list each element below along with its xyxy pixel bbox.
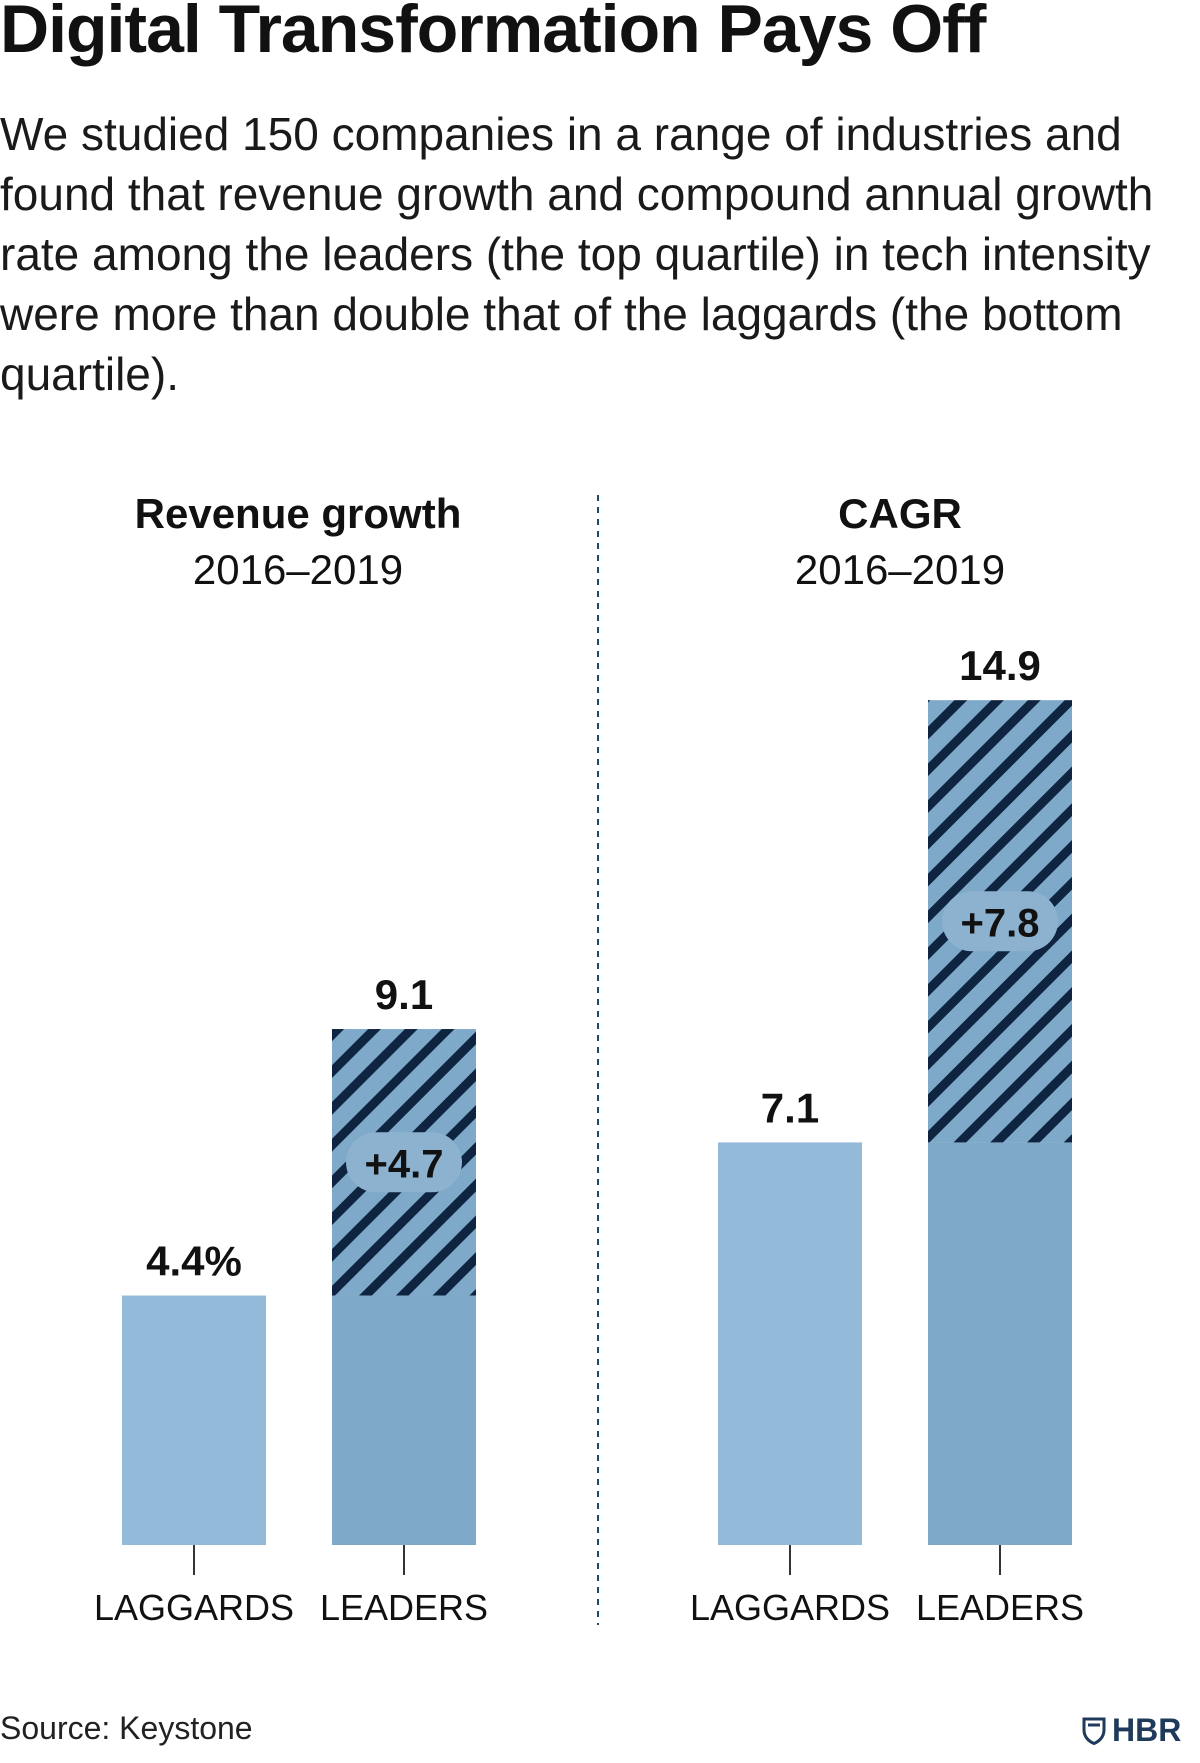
source-note: Source: Keystone bbox=[0, 1710, 253, 1746]
panel-1-category-label-laggards: LAGGARDS bbox=[94, 1587, 294, 1628]
panel-2-bar-laggards bbox=[718, 1142, 862, 1545]
panel-1-increment-pill bbox=[346, 1132, 462, 1193]
panel-2-subtitle: 2016–2019 bbox=[795, 546, 1005, 593]
page-subtitle: We studied 150 companies in a range of i… bbox=[0, 108, 1154, 400]
shield-icon bbox=[1082, 1717, 1106, 1745]
panel-1-increment-label: +4.7 bbox=[365, 1142, 444, 1186]
panel-2-value-label-leaders: 14.9 bbox=[959, 642, 1041, 689]
panel-2-category-label-laggards: LAGGARDS bbox=[690, 1587, 890, 1628]
panel-1-category-label-leaders: LEADERS bbox=[320, 1587, 488, 1628]
panel-1-subtitle: 2016–2019 bbox=[193, 546, 403, 593]
logo-text: HBR bbox=[1112, 1712, 1182, 1748]
panel-1-title: Revenue growth bbox=[135, 490, 462, 537]
panel-1-bar-laggards bbox=[122, 1295, 266, 1545]
panel-2-increment-label: +7.8 bbox=[961, 901, 1040, 945]
panel-1-value-label-leaders: 9.1 bbox=[375, 971, 433, 1018]
panel-2-value-label-laggards: 7.1 bbox=[761, 1084, 819, 1131]
page-title: Digital Transformation Pays Off bbox=[0, 0, 986, 67]
panel-1-bar-leaders-base bbox=[332, 1295, 476, 1545]
panel-2-title: CAGR bbox=[838, 490, 962, 537]
panel-2-increment-pill bbox=[942, 891, 1058, 952]
panel-2-category-label-leaders: LEADERS bbox=[916, 1587, 1084, 1628]
panel-1-value-label-laggards: 4.4% bbox=[146, 1238, 242, 1285]
panel-2-bar-leaders-base bbox=[928, 1142, 1072, 1545]
hbr-logo: HBR bbox=[1082, 1712, 1181, 1749]
